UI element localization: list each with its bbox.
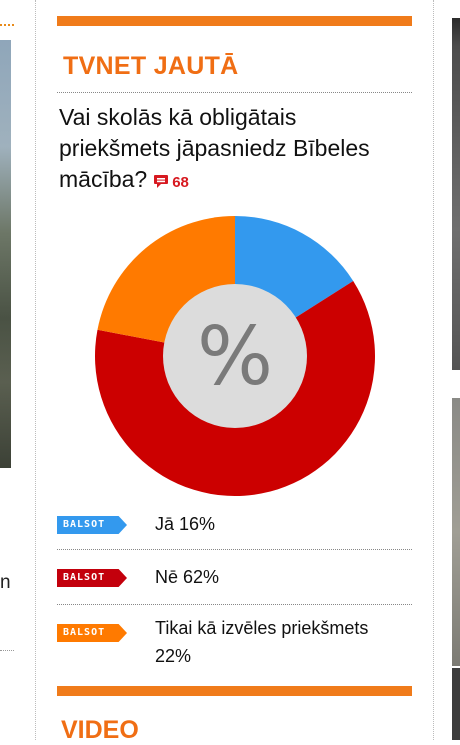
percent-symbol: % [197, 310, 273, 403]
column-separator [433, 0, 434, 740]
right-article-image[interactable] [452, 18, 460, 370]
right-article-image[interactable] [452, 398, 460, 666]
option-label-elective: Tikai kā izvēles priekšmets 22% [155, 618, 369, 666]
left-article-image[interactable] [0, 40, 11, 468]
option-divider [57, 549, 412, 550]
comments-link[interactable]: 68 [147, 166, 189, 192]
right-article-image[interactable] [452, 668, 460, 740]
section-bottom-bar [57, 686, 412, 696]
poll-widget: TVNET JAUTĀ Vai skolās kā obligātais pri… [57, 0, 412, 744]
vote-button-no[interactable]: BALSOT [57, 569, 127, 587]
option-label-yes: Jā 16% [155, 514, 216, 534]
left-article-text[interactable]: n [0, 572, 10, 593]
donut-center [163, 284, 307, 428]
poll-question[interactable]: Vai skolās kā obligātais priekšmets jāpa… [59, 102, 399, 198]
comment-count[interactable]: 68 [172, 174, 189, 191]
title-divider [57, 92, 412, 93]
vote-button-elective[interactable]: BALSOT [57, 624, 127, 642]
vote-button-yes[interactable]: BALSOT [57, 516, 127, 534]
left-column: n [0, 0, 14, 740]
section-top-bar [57, 16, 412, 26]
option-divider [57, 604, 412, 605]
left-divider-bottom [0, 650, 14, 651]
column-separator [35, 0, 36, 740]
poll-title[interactable]: TVNET JAUTĀ [63, 52, 239, 80]
video-section-title[interactable]: VIDEO [61, 716, 139, 744]
right-column [452, 0, 460, 740]
poll-donut-chart: % [95, 216, 375, 496]
left-divider [0, 24, 14, 26]
poll-question-text[interactable]: Vai skolās kā obligātais priekšmets jāpa… [59, 104, 370, 192]
option-label-no: Nē 62% [155, 567, 220, 587]
comment-icon[interactable] [153, 174, 169, 189]
